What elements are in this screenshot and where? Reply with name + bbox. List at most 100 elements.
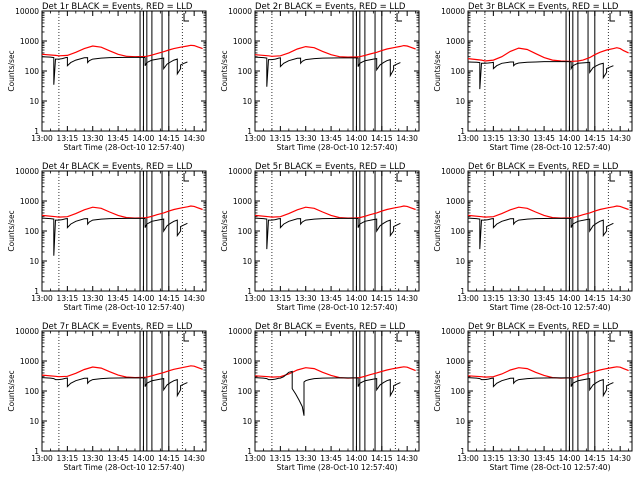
x-tick-label: 13:15: [57, 294, 79, 303]
bracket-marker: [609, 173, 616, 182]
y-tick-label: 1: [247, 447, 252, 456]
x-tick-label: 13:15: [270, 294, 292, 303]
chart-panel-4: Det 4r BLACK = Events, RED = LLD 1 10 100 10…: [7, 162, 207, 312]
y-axis-label: Counts/sec: [433, 50, 442, 91]
x-axis-label: Start Time (28-Oct-10 12:57:40): [276, 143, 397, 152]
axes-frame: [467, 10, 633, 132]
x-axis-label: Start Time (28-Oct-10 12:57:40): [276, 303, 397, 312]
x-tick-label: 13:30: [295, 454, 317, 463]
chart-panel-7: Det 7r BLACK = Events, RED = LLD 1 10 100 10…: [7, 322, 207, 472]
y-tick-label: 1000: [20, 357, 39, 366]
axes-frame: [254, 10, 420, 132]
chart-title: Det 3r BLACK = Events, RED = LLD: [468, 2, 619, 12]
x-tick-label: 13:45: [533, 454, 555, 463]
y-tick-label: 100: [238, 227, 253, 236]
x-tick-label: 14:00: [346, 454, 368, 463]
y-tick-label: 100: [238, 67, 253, 76]
chart-panel-1: Det 1r BLACK = Events, RED = LLD 1 10 100 10…: [7, 2, 207, 152]
bracket-marker: [183, 173, 190, 182]
x-tick-label: 14:00: [559, 294, 581, 303]
lld-series-line: [41, 44, 203, 58]
y-tick-label: 1: [460, 127, 465, 136]
x-tick-label: 13:30: [295, 294, 317, 303]
chart-title: Det 4r BLACK = Events, RED = LLD: [42, 162, 193, 172]
x-tick-label: 14:15: [371, 454, 393, 463]
x-tick-label: 13:45: [533, 294, 555, 303]
x-tick-label: 14:00: [133, 134, 155, 143]
y-tick-label: 1000: [446, 197, 465, 206]
y-tick-label: 10000: [15, 7, 39, 16]
y-tick-label: 1: [460, 447, 465, 456]
bracket-marker: [396, 13, 403, 22]
x-tick-label: 13:30: [508, 294, 530, 303]
x-tick-label: 14:15: [584, 134, 606, 143]
x-tick-label: 14:30: [183, 134, 205, 143]
bracket-marker: [183, 13, 190, 22]
x-tick-label: 14:00: [559, 134, 581, 143]
x-axis-label: Start Time (28-Oct-10 12:57:40): [276, 463, 397, 472]
x-tick-label: 13:15: [483, 454, 505, 463]
chart-panel-2: Det 2r BLACK = Events, RED = LLD 1 10 100 10…: [220, 2, 420, 152]
y-tick-label: 10: [29, 97, 39, 106]
x-tick-label: 14:00: [346, 294, 368, 303]
x-tick-label: 13:30: [82, 294, 104, 303]
y-axis-label: Counts/sec: [220, 210, 229, 251]
events-series-line: [254, 370, 401, 416]
y-tick-label: 1000: [233, 357, 252, 366]
x-tick-label: 13:00: [31, 294, 53, 303]
x-tick-label: 14:30: [609, 454, 631, 463]
y-tick-label: 10: [242, 97, 252, 106]
y-axis-label: Counts/sec: [7, 370, 16, 411]
lld-series-line: [41, 365, 203, 379]
x-tick-label: 14:30: [183, 454, 205, 463]
x-tick-label: 13:30: [508, 454, 530, 463]
x-axis-label: Start Time (28-Oct-10 12:57:40): [63, 463, 184, 472]
events-series-line: [254, 56, 401, 87]
chart-panel-3: Det 3r BLACK = Events, RED = LLD 1 10 100 10…: [433, 2, 633, 152]
y-tick-label: 10: [29, 257, 39, 266]
y-tick-label: 100: [451, 227, 466, 236]
axes-frame: [41, 170, 207, 292]
lld-series-line: [467, 366, 629, 379]
chart-title: Det 1r BLACK = Events, RED = LLD: [42, 2, 193, 12]
y-tick-label: 1000: [233, 197, 252, 206]
y-tick-label: 10000: [441, 327, 465, 336]
x-tick-label: 14:00: [133, 454, 155, 463]
x-tick-label: 14:15: [158, 294, 180, 303]
x-tick-label: 14:15: [158, 134, 180, 143]
chart-title: Det 8r BLACK = Events, RED = LLD: [255, 322, 406, 332]
axes-frame: [467, 170, 633, 292]
chart-panel-9: Det 9r BLACK = Events, RED = LLD 1 10 100 10…: [433, 322, 633, 472]
axes-frame: [41, 10, 207, 132]
x-tick-label: 13:45: [320, 454, 342, 463]
x-tick-label: 14:30: [183, 294, 205, 303]
x-tick-label: 14:15: [371, 294, 393, 303]
x-axis-label: Start Time (28-Oct-10 12:57:40): [63, 303, 184, 312]
events-series-line: [41, 377, 188, 398]
y-tick-label: 10: [455, 257, 465, 266]
y-axis-label: Counts/sec: [220, 370, 229, 411]
x-tick-label: 13:45: [320, 134, 342, 143]
y-axis-label: Counts/sec: [7, 210, 16, 251]
chart-title: Det 5r BLACK = Events, RED = LLD: [255, 162, 406, 172]
y-tick-label: 1: [34, 447, 39, 456]
lld-series-line: [254, 366, 416, 379]
chart-title: Det 7r BLACK = Events, RED = LLD: [42, 322, 193, 332]
x-axis-label: Start Time (28-Oct-10 12:57:40): [489, 463, 610, 472]
y-tick-label: 1: [34, 287, 39, 296]
x-tick-label: 13:00: [457, 134, 479, 143]
x-tick-label: 14:30: [396, 134, 418, 143]
x-tick-label: 13:30: [82, 454, 104, 463]
y-tick-label: 10000: [228, 7, 252, 16]
y-tick-label: 10000: [441, 167, 465, 176]
x-tick-label: 13:15: [57, 454, 79, 463]
lld-series-line: [467, 47, 629, 62]
x-tick-label: 13:00: [244, 454, 266, 463]
x-tick-label: 13:00: [244, 294, 266, 303]
x-tick-label: 14:00: [559, 454, 581, 463]
axes-frame: [41, 330, 207, 452]
chart-panel-5: Det 5r BLACK = Events, RED = LLD 1 10 100 10…: [220, 162, 420, 312]
y-tick-label: 1000: [20, 37, 39, 46]
y-tick-label: 100: [238, 387, 253, 396]
